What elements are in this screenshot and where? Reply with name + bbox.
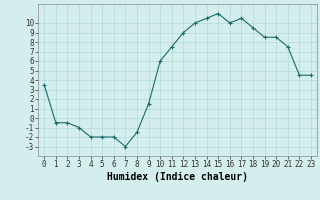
X-axis label: Humidex (Indice chaleur): Humidex (Indice chaleur)	[107, 172, 248, 182]
